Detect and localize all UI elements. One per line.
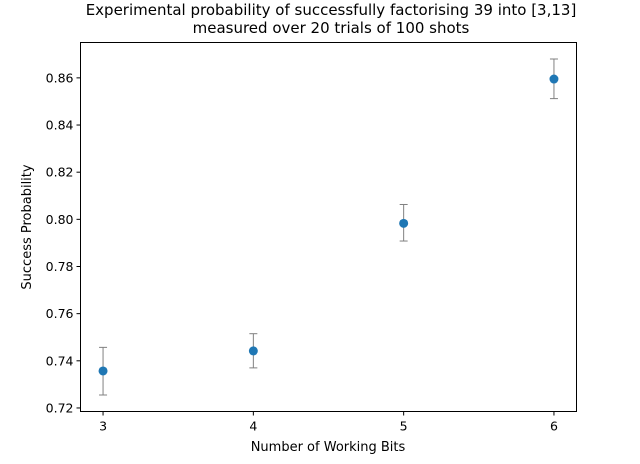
x-tick-label: 3 — [99, 419, 107, 434]
x-axis: 3 4 5 6 — [99, 411, 558, 434]
data-markers — [98, 74, 559, 376]
chart-title-line-2: measured over 20 trials of 100 shots — [193, 19, 470, 37]
y-tick-label: 0.80 — [46, 212, 74, 227]
plot-area — [80, 42, 577, 412]
y-tick-label: 0.86 — [46, 70, 74, 85]
y-tick-label: 0.84 — [46, 118, 74, 133]
y-axis-label: Success Probability — [20, 164, 35, 289]
y-tick-label: 0.82 — [46, 165, 74, 180]
x-tick-label: 6 — [550, 419, 558, 434]
data-point — [98, 366, 108, 376]
x-axis-label: Number of Working Bits — [251, 440, 406, 455]
y-tick-label: 0.74 — [46, 353, 74, 368]
plot-frame — [80, 42, 577, 412]
data-point — [248, 346, 258, 356]
data-point — [549, 74, 559, 84]
y-tick-label: 0.76 — [46, 306, 74, 321]
y-axis: 0.72 0.74 0.76 0.78 0.80 0.82 0.84 0.86 — [46, 70, 81, 415]
y-tick-label: 0.72 — [46, 400, 74, 415]
y-tick-label: 0.78 — [46, 259, 74, 274]
data-point — [399, 218, 409, 228]
chart-title-line-1: Experimental probability of successfully… — [86, 1, 577, 19]
x-tick-label: 4 — [249, 419, 257, 434]
x-tick-label: 5 — [400, 419, 408, 434]
